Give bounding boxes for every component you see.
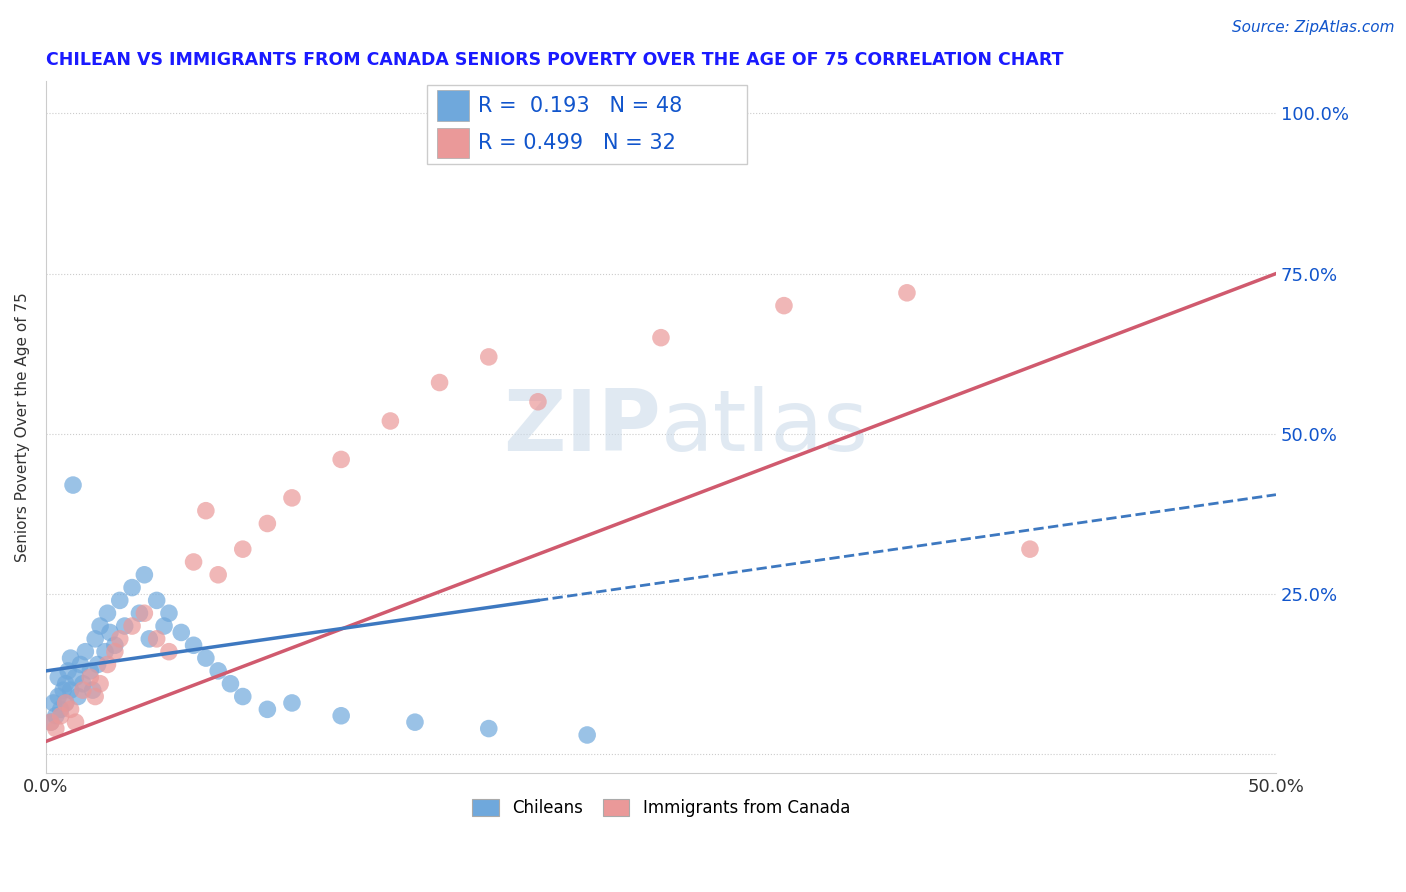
Point (256, 702, 278, 716)
Point (576, 728, 599, 742)
Point (896, 285, 918, 300)
Point (108, 632, 131, 646)
Point (55, 696, 77, 710)
Point (59, 651, 82, 665)
Point (96, 606, 118, 620)
Point (45, 722, 67, 736)
Point (157, 606, 180, 620)
Point (79, 670, 101, 684)
Point (232, 690, 254, 704)
Point (281, 491, 304, 505)
Point (207, 664, 229, 678)
Point (86, 657, 108, 672)
Point (153, 619, 176, 633)
Point (52, 683, 75, 698)
Point (65, 715, 87, 730)
Point (157, 645, 180, 659)
Point (46, 670, 69, 684)
Point (128, 606, 150, 620)
Point (89, 619, 111, 633)
Text: atlas: atlas (661, 386, 869, 469)
Point (39, 715, 62, 730)
Point (84, 690, 107, 704)
Point (108, 593, 131, 607)
Point (134, 567, 156, 582)
Point (429, 376, 451, 390)
Point (104, 645, 127, 659)
Point (79, 664, 101, 678)
Point (45, 708, 67, 723)
Point (94, 645, 117, 659)
Point (1019, 542, 1042, 557)
Point (478, 722, 501, 736)
Y-axis label: Seniors Poverty Over the Age of 75: Seniors Poverty Over the Age of 75 (15, 293, 30, 562)
Point (232, 542, 254, 557)
Point (138, 632, 160, 646)
Point (650, 331, 672, 345)
Point (66, 690, 89, 704)
Point (207, 567, 229, 582)
Text: CHILEAN VS IMMIGRANTS FROM CANADA SENIORS POVERTY OVER THE AGE OF 75 CORRELATION: CHILEAN VS IMMIGRANTS FROM CANADA SENIOR… (46, 51, 1063, 69)
Point (194, 651, 217, 665)
Point (62, 478, 84, 492)
Point (49, 708, 72, 723)
Text: Source: ZipAtlas.com: Source: ZipAtlas.com (1232, 20, 1395, 35)
Point (330, 708, 353, 723)
Point (69, 657, 91, 672)
Point (404, 715, 426, 730)
Point (104, 638, 127, 652)
Point (114, 619, 136, 633)
Point (72, 683, 94, 698)
Point (84, 632, 107, 646)
Point (55, 676, 77, 690)
Point (170, 625, 193, 640)
Text: ZIP: ZIP (503, 386, 661, 469)
Point (478, 350, 501, 364)
Point (527, 394, 550, 409)
Point (281, 696, 304, 710)
Point (773, 299, 796, 313)
Point (82, 683, 104, 698)
Point (183, 555, 205, 569)
Point (55, 696, 77, 710)
Point (65, 670, 87, 684)
Point (72, 676, 94, 690)
Point (256, 516, 278, 531)
Point (59, 702, 82, 716)
Point (46, 690, 69, 704)
Point (75, 645, 97, 659)
Point (145, 632, 167, 646)
Point (89, 676, 111, 690)
Point (121, 581, 143, 595)
Point (134, 606, 156, 620)
Point (42, 696, 65, 710)
Legend: Chileans, Immigrants from Canada: Chileans, Immigrants from Canada (465, 792, 856, 824)
Point (183, 638, 205, 652)
Point (380, 414, 402, 428)
Point (49, 702, 72, 716)
Point (56, 664, 79, 678)
Point (98, 625, 121, 640)
Point (145, 593, 167, 607)
Point (194, 504, 217, 518)
Point (39, 715, 62, 730)
Point (330, 452, 353, 467)
Point (121, 619, 143, 633)
Point (96, 657, 118, 672)
Point (219, 676, 242, 690)
Point (59, 683, 82, 698)
